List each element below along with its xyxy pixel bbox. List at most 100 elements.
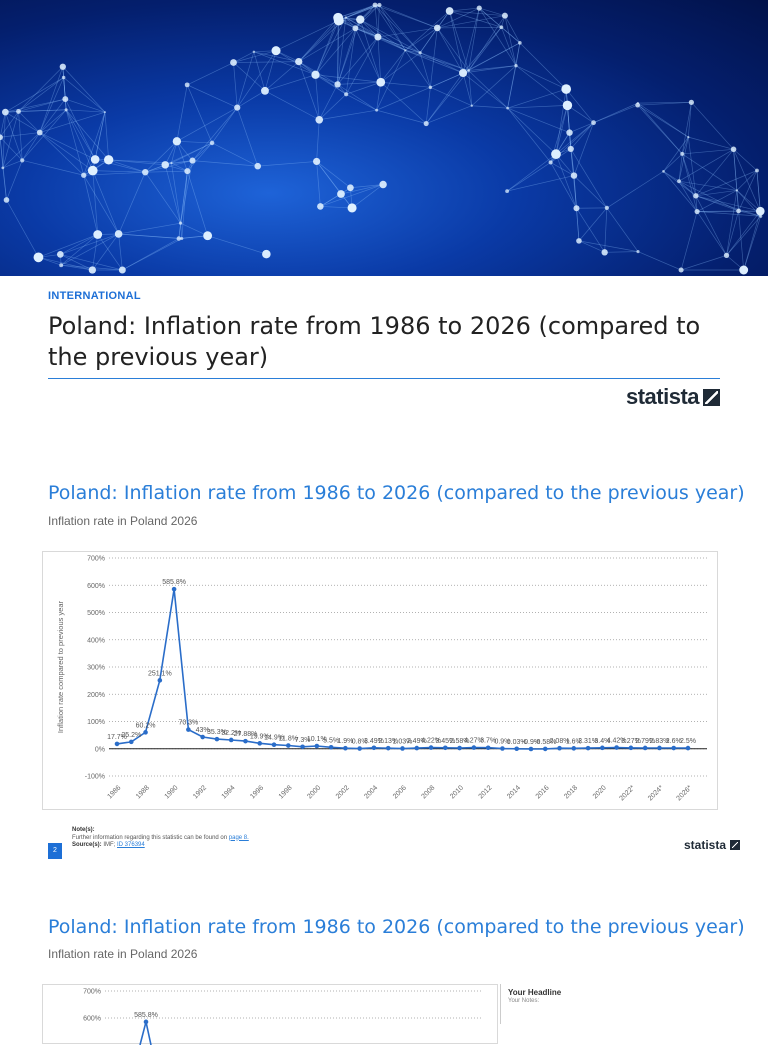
notes-link[interactable]: page 8.: [229, 835, 249, 841]
notes-text: Further information regarding this stati…: [72, 835, 227, 841]
y-tick-label: -100%: [85, 774, 105, 781]
y-tick-label: 400%: [87, 637, 105, 644]
y-tick-label: 100%: [87, 719, 105, 726]
network-lines: [0, 5, 761, 270]
statista-logo-small-text: statista: [684, 838, 726, 852]
side-headline: Your Headline: [508, 988, 561, 997]
y-tick-label: 300%: [87, 665, 105, 672]
data-point: [529, 747, 534, 752]
page-title: Poland: Inflation rate from 1986 to 2026…: [48, 311, 728, 373]
data-point: [172, 587, 177, 592]
data-point: [614, 745, 619, 750]
statista-logo-small-icon: [730, 840, 740, 850]
data-point: [429, 745, 434, 750]
data-label: 25.2%: [121, 732, 141, 739]
x-tick-label: 2000: [306, 784, 322, 800]
data-label: 70.3%: [178, 720, 198, 727]
page-number: 2: [48, 843, 62, 859]
data-point: [643, 746, 648, 751]
source-link[interactable]: ID 376394: [117, 842, 145, 848]
category-label: INTERNATIONAL: [48, 290, 141, 302]
y-tick-label: 700%: [83, 989, 101, 996]
network-nodes: [0, 3, 765, 275]
x-tick-label: 2002: [335, 784, 351, 800]
x-tick-label: 1988: [135, 784, 151, 800]
data-point: [472, 745, 477, 750]
chart-container-2: 600% 700% 585.8%: [42, 984, 498, 1044]
y-tick-label: 200%: [87, 692, 105, 699]
chart-subtitle: Inflation rate in Poland 2026: [48, 514, 197, 528]
data-point: [543, 747, 548, 752]
network-graphic: [0, 0, 768, 276]
y-tick-label: 600%: [87, 583, 105, 590]
x-tick-label: 2006: [392, 784, 408, 800]
chart-title: Poland: Inflation rate from 1986 to 2026…: [48, 482, 745, 504]
data-point: [115, 742, 120, 747]
data-point: [457, 746, 462, 751]
x-tick-label: 2020: [592, 784, 608, 800]
data-point: [200, 735, 205, 740]
data-point: [329, 745, 334, 750]
chart-subtitle-2: Inflation rate in Poland 2026: [48, 947, 197, 961]
data-point: [129, 740, 134, 745]
data-point: [600, 746, 605, 751]
x-tick-label: 2018: [563, 784, 579, 800]
data-point: [215, 737, 220, 742]
x-tick-label: 1994: [221, 784, 237, 800]
x-tick-label: 1996: [249, 784, 265, 800]
hero-banner-image: [0, 0, 768, 276]
inflation-line-chart-2: 600% 700% 585.8%: [43, 985, 499, 1045]
data-point: [443, 745, 448, 750]
statista-logo-icon: [703, 389, 720, 406]
data-label: 60.2%: [136, 722, 156, 729]
data-point: [686, 746, 691, 751]
notes-label: Note(s):: [72, 827, 95, 833]
y-tick-label: 600%: [83, 1016, 101, 1023]
data-point: [557, 746, 562, 751]
side-divider: [500, 984, 501, 1024]
y-tick-label: 500%: [87, 610, 105, 617]
inflation-line-chart: -100% 0% 100% 200% 300% 400% 500% 600% 700% Infla…: [43, 552, 719, 811]
data-point: [357, 746, 362, 751]
data-point: [671, 746, 676, 751]
x-tick-label: 2012: [478, 784, 494, 800]
x-tick-label: 1998: [278, 784, 294, 800]
data-point: [257, 741, 262, 746]
data-point: [315, 744, 320, 749]
statista-logo-small: statista: [684, 838, 740, 852]
data-point: [143, 730, 148, 735]
data-point: [514, 746, 519, 751]
data-point: [486, 745, 491, 750]
series-line: [140, 1022, 151, 1045]
x-tick-label: 2004: [363, 784, 379, 800]
chart-notes: Note(s): Further information regarding t…: [72, 827, 249, 850]
source-label: Source(s):: [72, 842, 102, 848]
x-tick-label: 1986: [106, 784, 122, 800]
y-tick-label: 700%: [87, 556, 105, 563]
side-notes: Your Notes:: [508, 998, 539, 1004]
x-tick-label: 2014: [506, 784, 522, 800]
x-tick-label: 2010: [449, 784, 465, 800]
data-label: 585.8%: [134, 1012, 158, 1019]
data-point: [629, 746, 634, 751]
x-tick-label: 2022*: [618, 784, 636, 802]
data-point: [243, 739, 248, 744]
title-divider: [48, 378, 720, 379]
data-point: [586, 746, 591, 751]
data-point: [500, 746, 505, 751]
data-point: [186, 727, 191, 732]
data-label: 2.5%: [680, 738, 696, 745]
x-tick-label: 2008: [420, 784, 436, 800]
y-tick-label: 0%: [95, 746, 105, 753]
y-axis-label: Inflation rate compared to previous year: [56, 600, 65, 733]
data-point: [343, 746, 348, 751]
x-tick-label: 1990: [164, 784, 180, 800]
data-point: [158, 678, 163, 683]
source-text: IMF;: [103, 842, 115, 848]
data-point: [272, 742, 277, 747]
data-point: [144, 1020, 149, 1025]
data-point: [657, 746, 662, 751]
data-label: 585.8%: [162, 579, 186, 586]
x-tick-label: 2026*: [676, 784, 694, 802]
data-point: [400, 746, 405, 751]
